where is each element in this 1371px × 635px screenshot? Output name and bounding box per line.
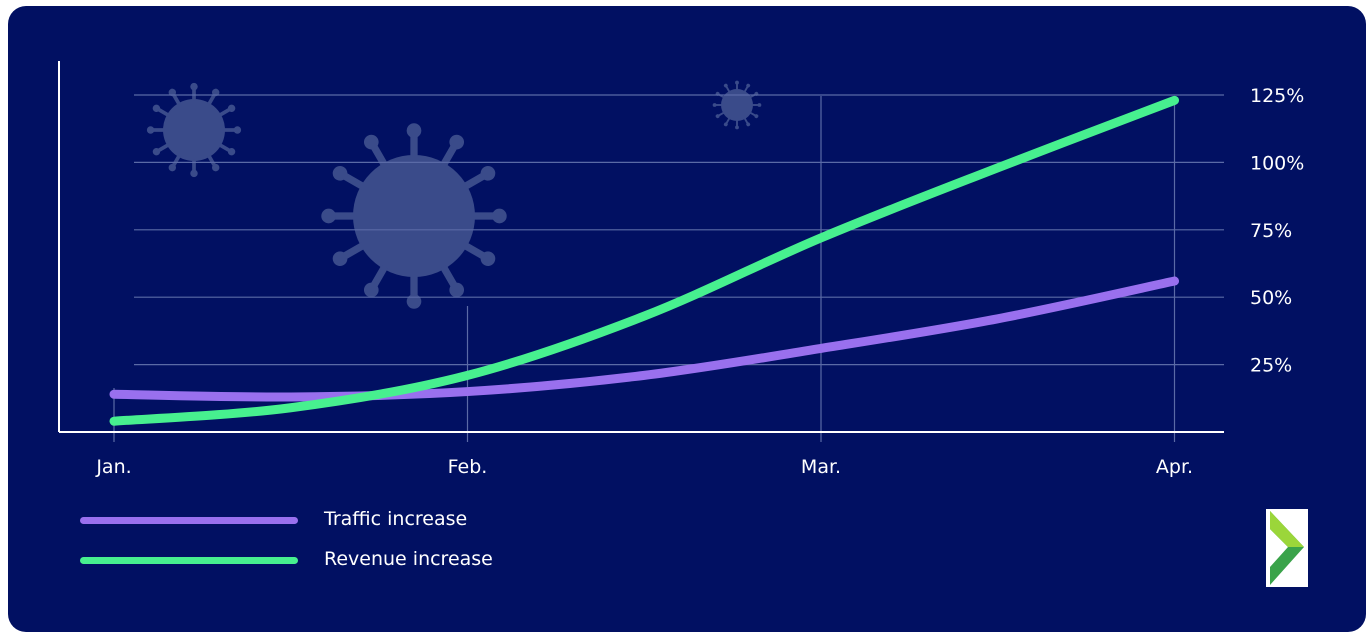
- legend-label-revenue: Revenue increase: [324, 548, 493, 570]
- line-chart: Jan. Feb. Mar. Apr. 25% 50% 75% 100% 125%: [58, 61, 1304, 478]
- x-axis-labels: Jan. Feb. Mar. Apr.: [95, 456, 1193, 478]
- series-layer: [109, 95, 1179, 426]
- y-tick-label: 75%: [1250, 220, 1292, 242]
- series-line-revenue: [109, 95, 1179, 426]
- legend-swatch-traffic: [80, 517, 298, 524]
- axes: [58, 61, 1224, 433]
- y-tick-label: 25%: [1250, 355, 1292, 377]
- chevron-logo: [1266, 509, 1308, 587]
- legend-swatch-revenue: [80, 557, 298, 564]
- virus-icon: [713, 81, 762, 130]
- x-tick-label: Jan.: [95, 456, 131, 478]
- legend-label-traffic: Traffic increase: [324, 508, 468, 530]
- series-line-traffic: [109, 276, 1179, 402]
- y-tick-label: 100%: [1250, 152, 1304, 174]
- y-axis-labels: 25% 50% 75% 100% 125%: [1250, 85, 1304, 377]
- x-tick-label: Apr.: [1156, 456, 1193, 478]
- y-tick-label: 125%: [1250, 85, 1304, 107]
- chart-card: Jan. Feb. Mar. Apr. 25% 50% 75% 100% 125% Traff…: [8, 6, 1366, 632]
- x-tick-label: Feb.: [448, 456, 488, 478]
- virus-icon: [321, 123, 506, 308]
- y-tick-label: 50%: [1250, 287, 1292, 309]
- x-tick-label: Mar.: [801, 456, 841, 478]
